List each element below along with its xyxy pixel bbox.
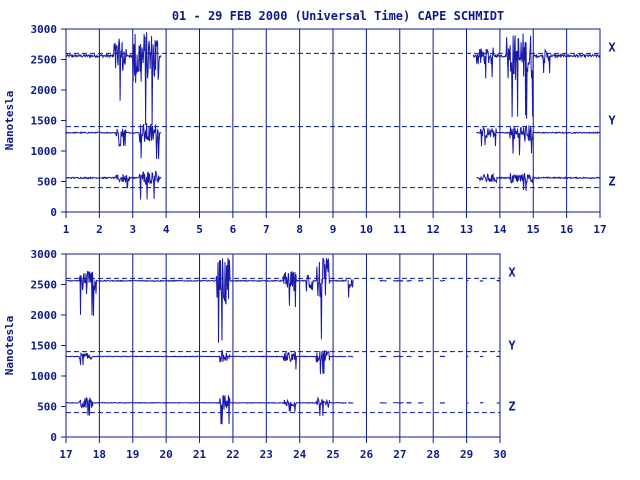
x-tick-label: 2 xyxy=(96,223,103,236)
x-tick-label: 16 xyxy=(560,223,574,236)
trace-segment-y xyxy=(347,355,354,358)
x-tick-label: 25 xyxy=(326,448,339,461)
component-label-z: Z xyxy=(608,175,615,189)
trace-segment-x xyxy=(65,32,162,126)
trace-segment-y xyxy=(496,355,501,358)
trace-segment-y xyxy=(393,355,404,358)
trace-segment-z xyxy=(65,170,162,200)
trace-segment-y xyxy=(418,355,424,358)
chart-title: 01 - 29 FEB 2000 (Universal Time) CAPE S… xyxy=(172,9,504,23)
component-label-x: X xyxy=(608,40,616,54)
trace-segment-y xyxy=(65,123,162,160)
x-tick-label: 22 xyxy=(226,448,239,461)
x-tick-label: 26 xyxy=(360,448,374,461)
y-tick-label: 1000 xyxy=(31,370,58,383)
y-tick-label: 500 xyxy=(37,176,57,189)
x-tick-label: 13 xyxy=(460,223,473,236)
x-tick-label: 20 xyxy=(160,448,173,461)
x-tick-label: 24 xyxy=(293,448,307,461)
x-tick-label: 11 xyxy=(393,223,407,236)
x-tick-label: 23 xyxy=(260,448,273,461)
x-tick-label: 5 xyxy=(196,223,203,236)
y-tick-label: 2000 xyxy=(31,309,58,322)
x-tick-label: 29 xyxy=(460,448,473,461)
chart-panel-1: 1 2 3 4 5 6 7 8 9 10 11 12 13 14 15 16 17050010001500200… xyxy=(3,23,616,236)
x-tick-label: 17 xyxy=(593,223,606,236)
trace-segment-z xyxy=(392,402,404,404)
trace-segment-x xyxy=(379,279,387,283)
trace-segment-y xyxy=(379,355,387,358)
x-tick-label: 9 xyxy=(330,223,337,236)
y-tick-label: 2000 xyxy=(31,84,58,97)
trace-segment-x xyxy=(466,279,469,282)
trace-segment-x xyxy=(406,279,412,282)
x-tick-label: 8 xyxy=(296,223,303,236)
trace-z xyxy=(65,170,601,200)
trace-segment-x xyxy=(472,33,601,119)
y-tick-label: 0 xyxy=(50,431,57,444)
trace-segment-z xyxy=(476,172,601,191)
y-tick-label: 1500 xyxy=(31,340,58,353)
chart-panel-2: 17 18 19 20 21 22 23 24 25 26 27 28 29 30 0 500 1000 1500… xyxy=(3,248,516,461)
trace-x xyxy=(65,257,501,343)
component-label-x: X xyxy=(508,265,516,279)
y-tick-label: 1000 xyxy=(31,145,58,158)
y-tick-label: 1500 xyxy=(31,115,58,128)
component-label-z: Z xyxy=(508,400,515,414)
trace-segment-z xyxy=(466,402,469,404)
y-axis-label: Nanotesla xyxy=(3,91,16,151)
x-tick-label: 21 xyxy=(193,448,207,461)
y-axis-label: Nanotesla xyxy=(3,316,16,376)
trace-segment-z xyxy=(65,394,347,425)
trace-segment-x xyxy=(439,280,446,282)
trace-segment-x xyxy=(418,279,424,282)
y-tick-label: 2500 xyxy=(31,279,58,292)
trace-segment-x xyxy=(65,257,347,343)
y-tick-label: 2500 xyxy=(31,54,58,67)
trace-y xyxy=(65,123,601,160)
x-tick-label: 30 xyxy=(493,448,506,461)
x-tick-label: 28 xyxy=(427,448,440,461)
y-tick-label: 0 xyxy=(50,206,57,219)
trace-segment-z xyxy=(479,401,484,404)
x-tick-label: 12 xyxy=(427,223,440,236)
trace-segment-y xyxy=(479,355,484,358)
x-tick-label: 4 xyxy=(163,223,170,236)
trace-segment-z xyxy=(406,401,412,404)
y-tick-label: 500 xyxy=(37,401,57,414)
trace-y xyxy=(65,349,501,375)
trace-segment-z xyxy=(379,401,387,404)
trace-segment-y xyxy=(439,355,446,358)
y-tick-label: 3000 xyxy=(31,23,58,36)
trace-segment-x xyxy=(392,279,404,282)
plot-frame xyxy=(65,253,501,438)
trace-x xyxy=(65,32,601,126)
trace-z xyxy=(65,394,501,425)
x-tick-label: 17 xyxy=(59,448,72,461)
component-label-y: Y xyxy=(608,114,616,128)
trace-segment-y xyxy=(406,355,412,358)
x-tick-label: 10 xyxy=(360,223,373,236)
trace-segment-z xyxy=(347,401,354,404)
trace-segment-y xyxy=(476,124,601,156)
x-tick-label: 6 xyxy=(230,223,237,236)
x-tick-label: 27 xyxy=(393,448,406,461)
x-tick-label: 14 xyxy=(493,223,507,236)
trace-segment-y xyxy=(65,349,347,375)
y-tick-label: 3000 xyxy=(31,248,58,261)
x-tick-label: 3 xyxy=(129,223,136,236)
trace-segment-z xyxy=(439,401,446,404)
x-tick-label: 7 xyxy=(263,223,270,236)
trace-segment-x xyxy=(347,279,354,298)
component-label-y: Y xyxy=(508,339,516,353)
trace-segment-x xyxy=(496,279,501,283)
x-tick-label: 1 xyxy=(63,223,70,236)
trace-segment-z xyxy=(417,401,424,404)
x-tick-label: 19 xyxy=(126,448,139,461)
trace-segment-x xyxy=(479,280,484,282)
x-tick-label: 18 xyxy=(93,448,106,461)
x-tick-label: 15 xyxy=(527,223,540,236)
